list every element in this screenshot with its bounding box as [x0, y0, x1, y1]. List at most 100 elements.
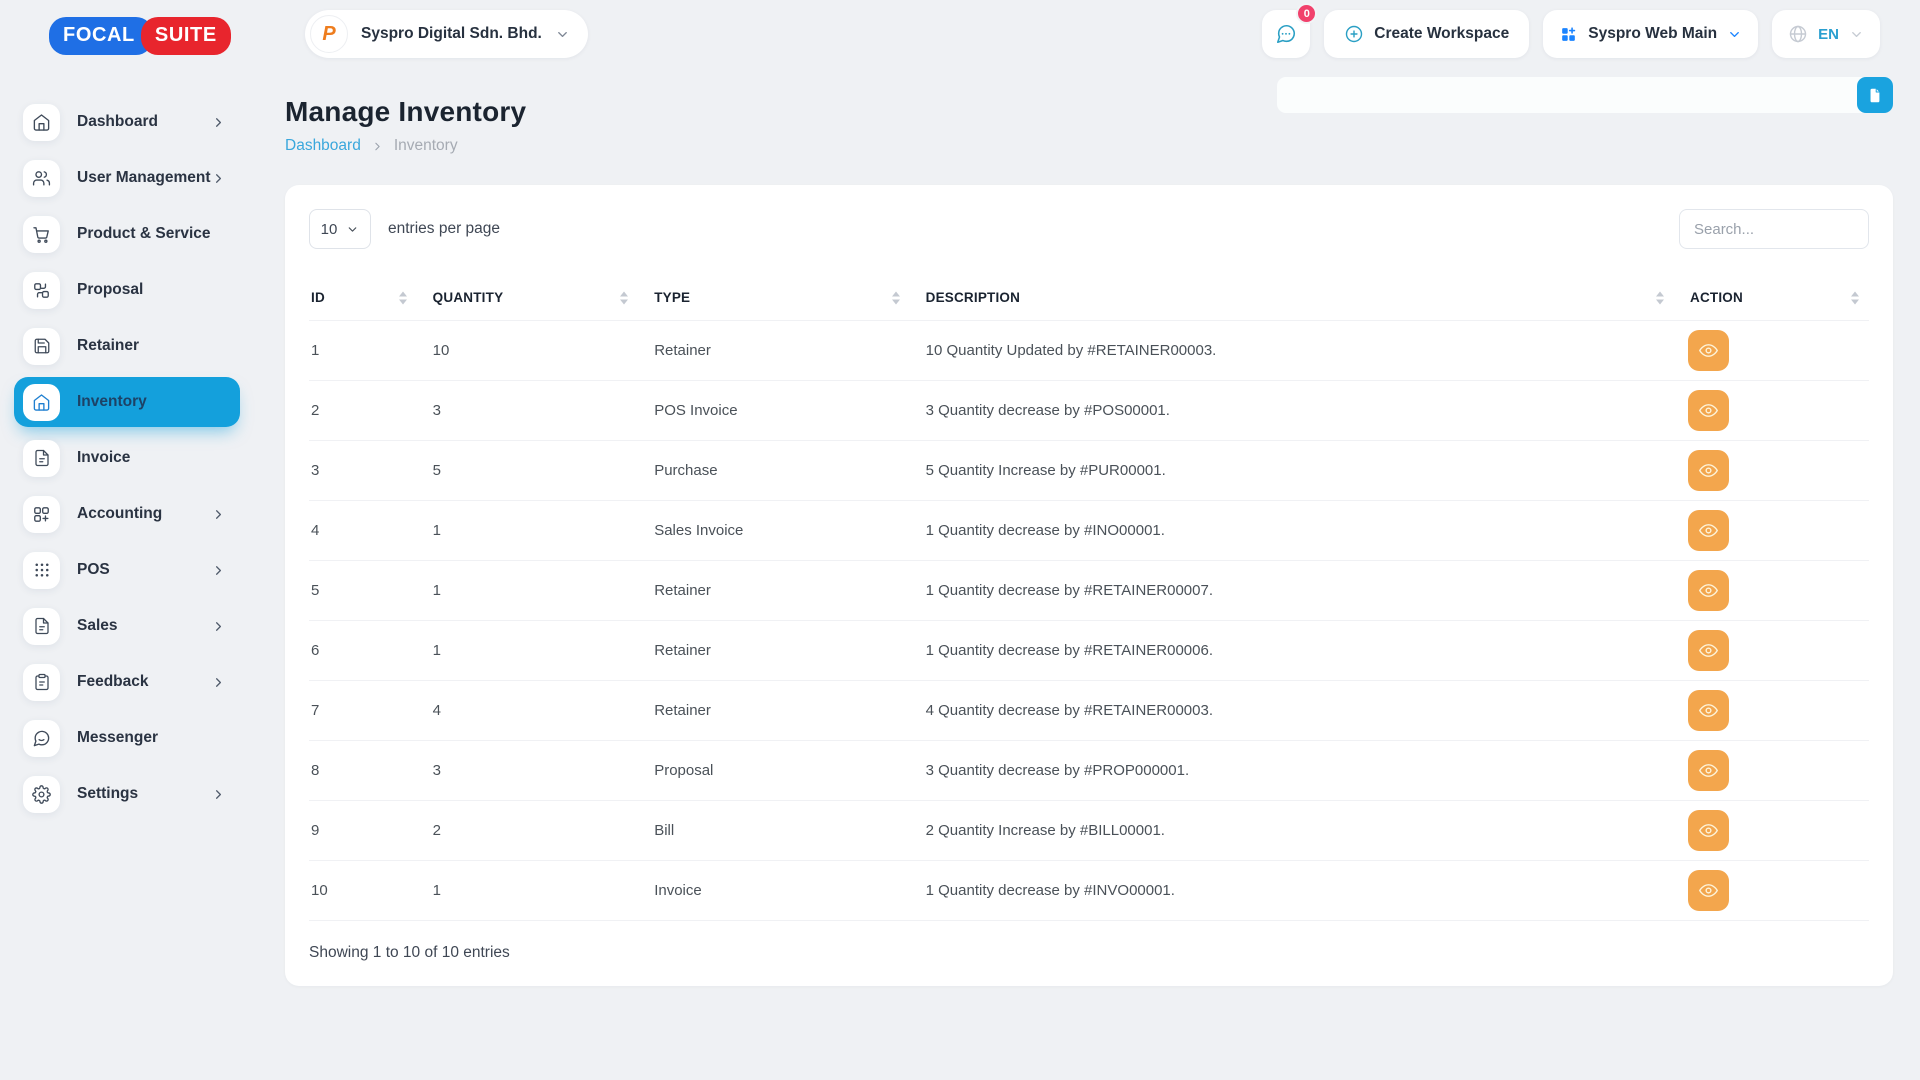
cell-type: Purchase [654, 462, 718, 479]
workspace-selector[interactable]: P Syspro Digital Sdn. Bhd. [305, 10, 588, 58]
chevron-down-icon [1727, 27, 1742, 42]
entries-per-page-label: entries per page [388, 220, 501, 237]
eye-icon [1698, 400, 1719, 421]
sidebar-item-sales[interactable]: Sales [14, 601, 240, 651]
cell-description: 1 Quantity decrease by #INO00001. [925, 522, 1165, 539]
sidebar-item-feedback[interactable]: Feedback [14, 657, 240, 707]
page-size-select[interactable]: 10 [309, 209, 371, 249]
view-button[interactable] [1688, 390, 1730, 431]
sidebar-item-label: User Management [77, 169, 211, 186]
cell-description: 1 Quantity decrease by #INVO00001. [925, 882, 1175, 899]
cell-description: 3 Quantity decrease by #PROP000001. [925, 762, 1190, 779]
cell-id: 8 [311, 762, 320, 779]
sidebar-item-inventory[interactable]: Inventory [14, 377, 240, 427]
chevron-down-icon [555, 27, 570, 42]
sidebar-item-label: Proposal [77, 281, 144, 298]
home-icon [23, 383, 60, 421]
chevron-right-icon [211, 675, 226, 690]
cell-quantity: 5 [432, 462, 442, 479]
brand-logo[interactable]: FOCAL SUITE [49, 17, 231, 55]
cell-quantity: 3 [432, 762, 442, 779]
eye-icon [1698, 340, 1719, 361]
cell-id: 1 [311, 342, 320, 359]
sidebar-item-label: POS [77, 561, 110, 578]
column-header-action[interactable]: ACTION [1688, 275, 1869, 321]
chat-icon [23, 719, 60, 757]
table-header-row: ID QUANTITY TYPE DESCRIPTION ACTION [309, 275, 1869, 321]
eye-icon [1698, 760, 1719, 781]
sidebar-item-label: Retainer [77, 337, 140, 354]
chevron-down-icon [346, 223, 359, 236]
cell-description: 4 Quantity decrease by #RETAINER00003. [925, 702, 1213, 719]
view-button[interactable] [1688, 570, 1730, 611]
sidebar-item-user-management[interactable]: User Management [14, 153, 240, 203]
sidebar-item-settings[interactable]: Settings [14, 769, 240, 819]
search-input[interactable] [1679, 209, 1869, 249]
app-grid-icon [1559, 25, 1578, 44]
table-row: 1 10 Retainer 10 Quantity Updated by #RE… [309, 320, 1869, 381]
language-label: EN [1818, 25, 1839, 43]
column-header-description[interactable]: DESCRIPTION [924, 275, 1688, 321]
create-workspace-label: Create Workspace [1374, 25, 1510, 42]
cell-quantity: 2 [432, 822, 442, 839]
page-title: Manage Inventory [285, 96, 527, 127]
view-button[interactable] [1688, 750, 1730, 791]
cell-type: Retainer [654, 702, 711, 719]
chevron-right-icon [211, 171, 226, 186]
breadcrumb-current: Inventory [393, 137, 458, 154]
view-button[interactable] [1688, 810, 1730, 851]
page-size-value: 10 [320, 220, 338, 238]
view-button[interactable] [1688, 510, 1730, 551]
column-header-id[interactable]: ID [309, 275, 431, 321]
column-header-type[interactable]: TYPE [652, 275, 923, 321]
sidebar-item-accounting[interactable]: Accounting [14, 489, 240, 539]
cell-type: Sales Invoice [654, 522, 744, 539]
chat-bubble-icon [1275, 23, 1297, 45]
sidebar-item-product-service[interactable]: Product & Service [14, 209, 240, 259]
sidebar-item-pos[interactable]: POS [14, 545, 240, 595]
chat-button[interactable]: 0 [1262, 3, 1318, 58]
table-controls: 10 entries per page [309, 209, 1869, 249]
view-button[interactable] [1688, 630, 1730, 671]
chevron-right-icon [211, 619, 226, 634]
cell-quantity: 4 [432, 702, 442, 719]
sidebar-item-proposal[interactable]: Proposal [14, 265, 240, 315]
app-selector[interactable]: Syspro Web Main [1543, 10, 1759, 58]
sidebar-item-label: Sales [77, 617, 118, 634]
view-button[interactable] [1688, 330, 1730, 371]
sidebar-item-retainer[interactable]: Retainer [14, 321, 240, 371]
breadcrumb: Dashboard Inventory [285, 137, 1893, 155]
column-header-quantity[interactable]: QUANTITY [431, 275, 653, 321]
eye-icon [1698, 880, 1719, 901]
plus-circle-icon [1344, 24, 1364, 44]
view-button[interactable] [1688, 450, 1730, 491]
globe-icon [1788, 24, 1808, 44]
table-row: 8 3 Proposal 3 Quantity decrease by #PRO… [309, 740, 1869, 801]
cell-quantity: 1 [432, 642, 442, 659]
inventory-table: ID QUANTITY TYPE DESCRIPTION ACTION 1 10… [309, 275, 1869, 921]
eye-icon [1698, 520, 1719, 541]
cell-type: Bill [654, 822, 675, 839]
create-workspace-button[interactable]: Create Workspace [1324, 10, 1530, 58]
chevron-right-icon [211, 507, 226, 522]
sidebar-item-invoice[interactable]: Invoice [14, 433, 240, 483]
view-button[interactable] [1688, 870, 1730, 911]
sidebar-item-messenger[interactable]: Messenger [14, 713, 240, 763]
inventory-card: 10 entries per page ID QUANTITY TYPE DES… [285, 185, 1893, 986]
sidebar: Dashboard User Management Product & Serv… [0, 68, 240, 1080]
language-selector[interactable]: EN [1772, 10, 1880, 58]
cell-id: 9 [311, 822, 320, 839]
chevron-right-icon [211, 563, 226, 578]
table-row: 4 1 Sales Invoice 1 Quantity decrease by… [309, 500, 1869, 561]
sort-icon [620, 291, 629, 304]
cell-id: 6 [311, 642, 320, 659]
cell-description: 2 Quantity Increase by #BILL00001. [925, 822, 1165, 839]
gear-icon [23, 775, 60, 813]
cell-id: 3 [311, 462, 320, 479]
export-document-button[interactable] [1857, 77, 1893, 113]
breadcrumb-dashboard-link[interactable]: Dashboard [285, 137, 361, 154]
grid-plus-icon [23, 495, 60, 533]
sidebar-item-dashboard[interactable]: Dashboard [14, 97, 240, 147]
workspace-avatar: P [310, 15, 348, 53]
view-button[interactable] [1688, 690, 1730, 731]
